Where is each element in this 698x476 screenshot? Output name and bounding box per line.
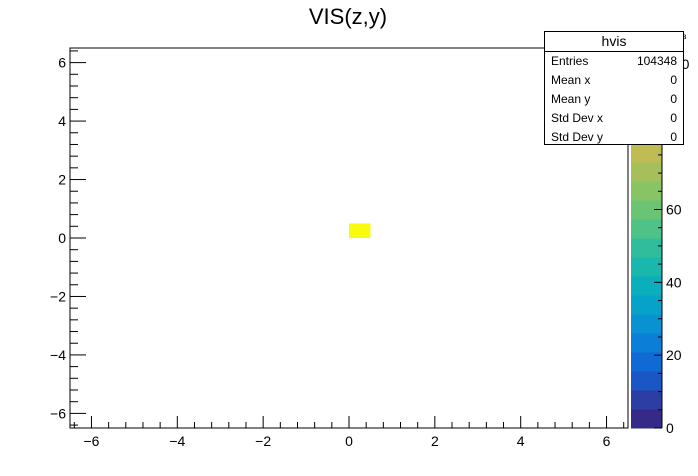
y-tick-label: 2 (58, 172, 66, 188)
x-tick-label: −2 (255, 433, 271, 449)
palette-swatch (631, 143, 662, 163)
palette-swatch (631, 200, 662, 220)
palette-swatch (631, 371, 662, 391)
palette-swatch (631, 162, 662, 182)
stats-box: hvis Entries 104348 Mean x 0 Mean y 0 St… (544, 31, 684, 145)
plot-area: −6 −4 −2 0 2 4 6 −6 −4 −2 0 2 4 6 (50, 47, 629, 449)
stats-value-std-dev-y: 0 (670, 130, 677, 144)
stats-value-std-dev-x: 0 (670, 111, 677, 125)
y-tick-label: −2 (50, 288, 66, 304)
palette-swatch (631, 314, 662, 334)
x-tick-label: −4 (169, 433, 185, 449)
stats-row-std-dev-x: Std Dev x 0 (545, 109, 683, 128)
stats-value-mean-x: 0 (670, 73, 677, 87)
stats-label-std-dev-x: Std Dev x (551, 111, 604, 125)
z-tick-label: 60 (666, 202, 682, 218)
z-tick-label: 20 (666, 347, 682, 363)
palette-swatch (631, 295, 662, 315)
palette-swatch (631, 333, 662, 353)
stats-row-std-dev-y: Std Dev y 0 (545, 128, 683, 147)
stats-label-mean-y: Mean y (551, 92, 591, 106)
palette-swatch (631, 352, 662, 372)
y-tick-label: −6 (50, 405, 66, 421)
stats-row-mean-y: Mean y 0 (545, 90, 683, 109)
palette-swatch (631, 238, 662, 258)
x-tick-label: 6 (603, 433, 611, 449)
x-tick-label: 0 (345, 433, 353, 449)
stats-value-entries: 104348 (636, 54, 677, 68)
z-tick-label: 40 (666, 274, 682, 290)
stats-box-title: hvis (545, 32, 683, 52)
palette-swatch (631, 390, 662, 410)
palette-swatch (631, 409, 662, 429)
palette-swatch (631, 219, 662, 239)
stats-label-mean-x: Mean x (551, 73, 591, 87)
stats-value-mean-y: 0 (670, 92, 677, 106)
x-tick-label: −6 (83, 433, 99, 449)
y-tick-label: −4 (50, 347, 66, 363)
x-tick-label: 2 (431, 433, 439, 449)
palette-swatch (631, 276, 662, 296)
y-tick-label: 0 (58, 230, 66, 246)
palette-swatch (631, 257, 662, 277)
x-tick-label: 4 (517, 433, 525, 449)
y-tick-label: 6 (58, 55, 66, 71)
palette-swatch (631, 181, 662, 201)
z-tick-label: 0 (666, 420, 674, 436)
stats-row-mean-x: Mean x 0 (545, 71, 683, 90)
y-tick-label: 4 (58, 113, 66, 129)
chart-title: VIS(z,y) (309, 4, 387, 29)
heatmap-cell-0 (349, 223, 371, 238)
stats-row-entries: Entries 104348 (545, 52, 683, 71)
stats-label-entries: Entries (551, 54, 589, 68)
stats-label-std-dev-y: Std Dev y (551, 130, 604, 144)
